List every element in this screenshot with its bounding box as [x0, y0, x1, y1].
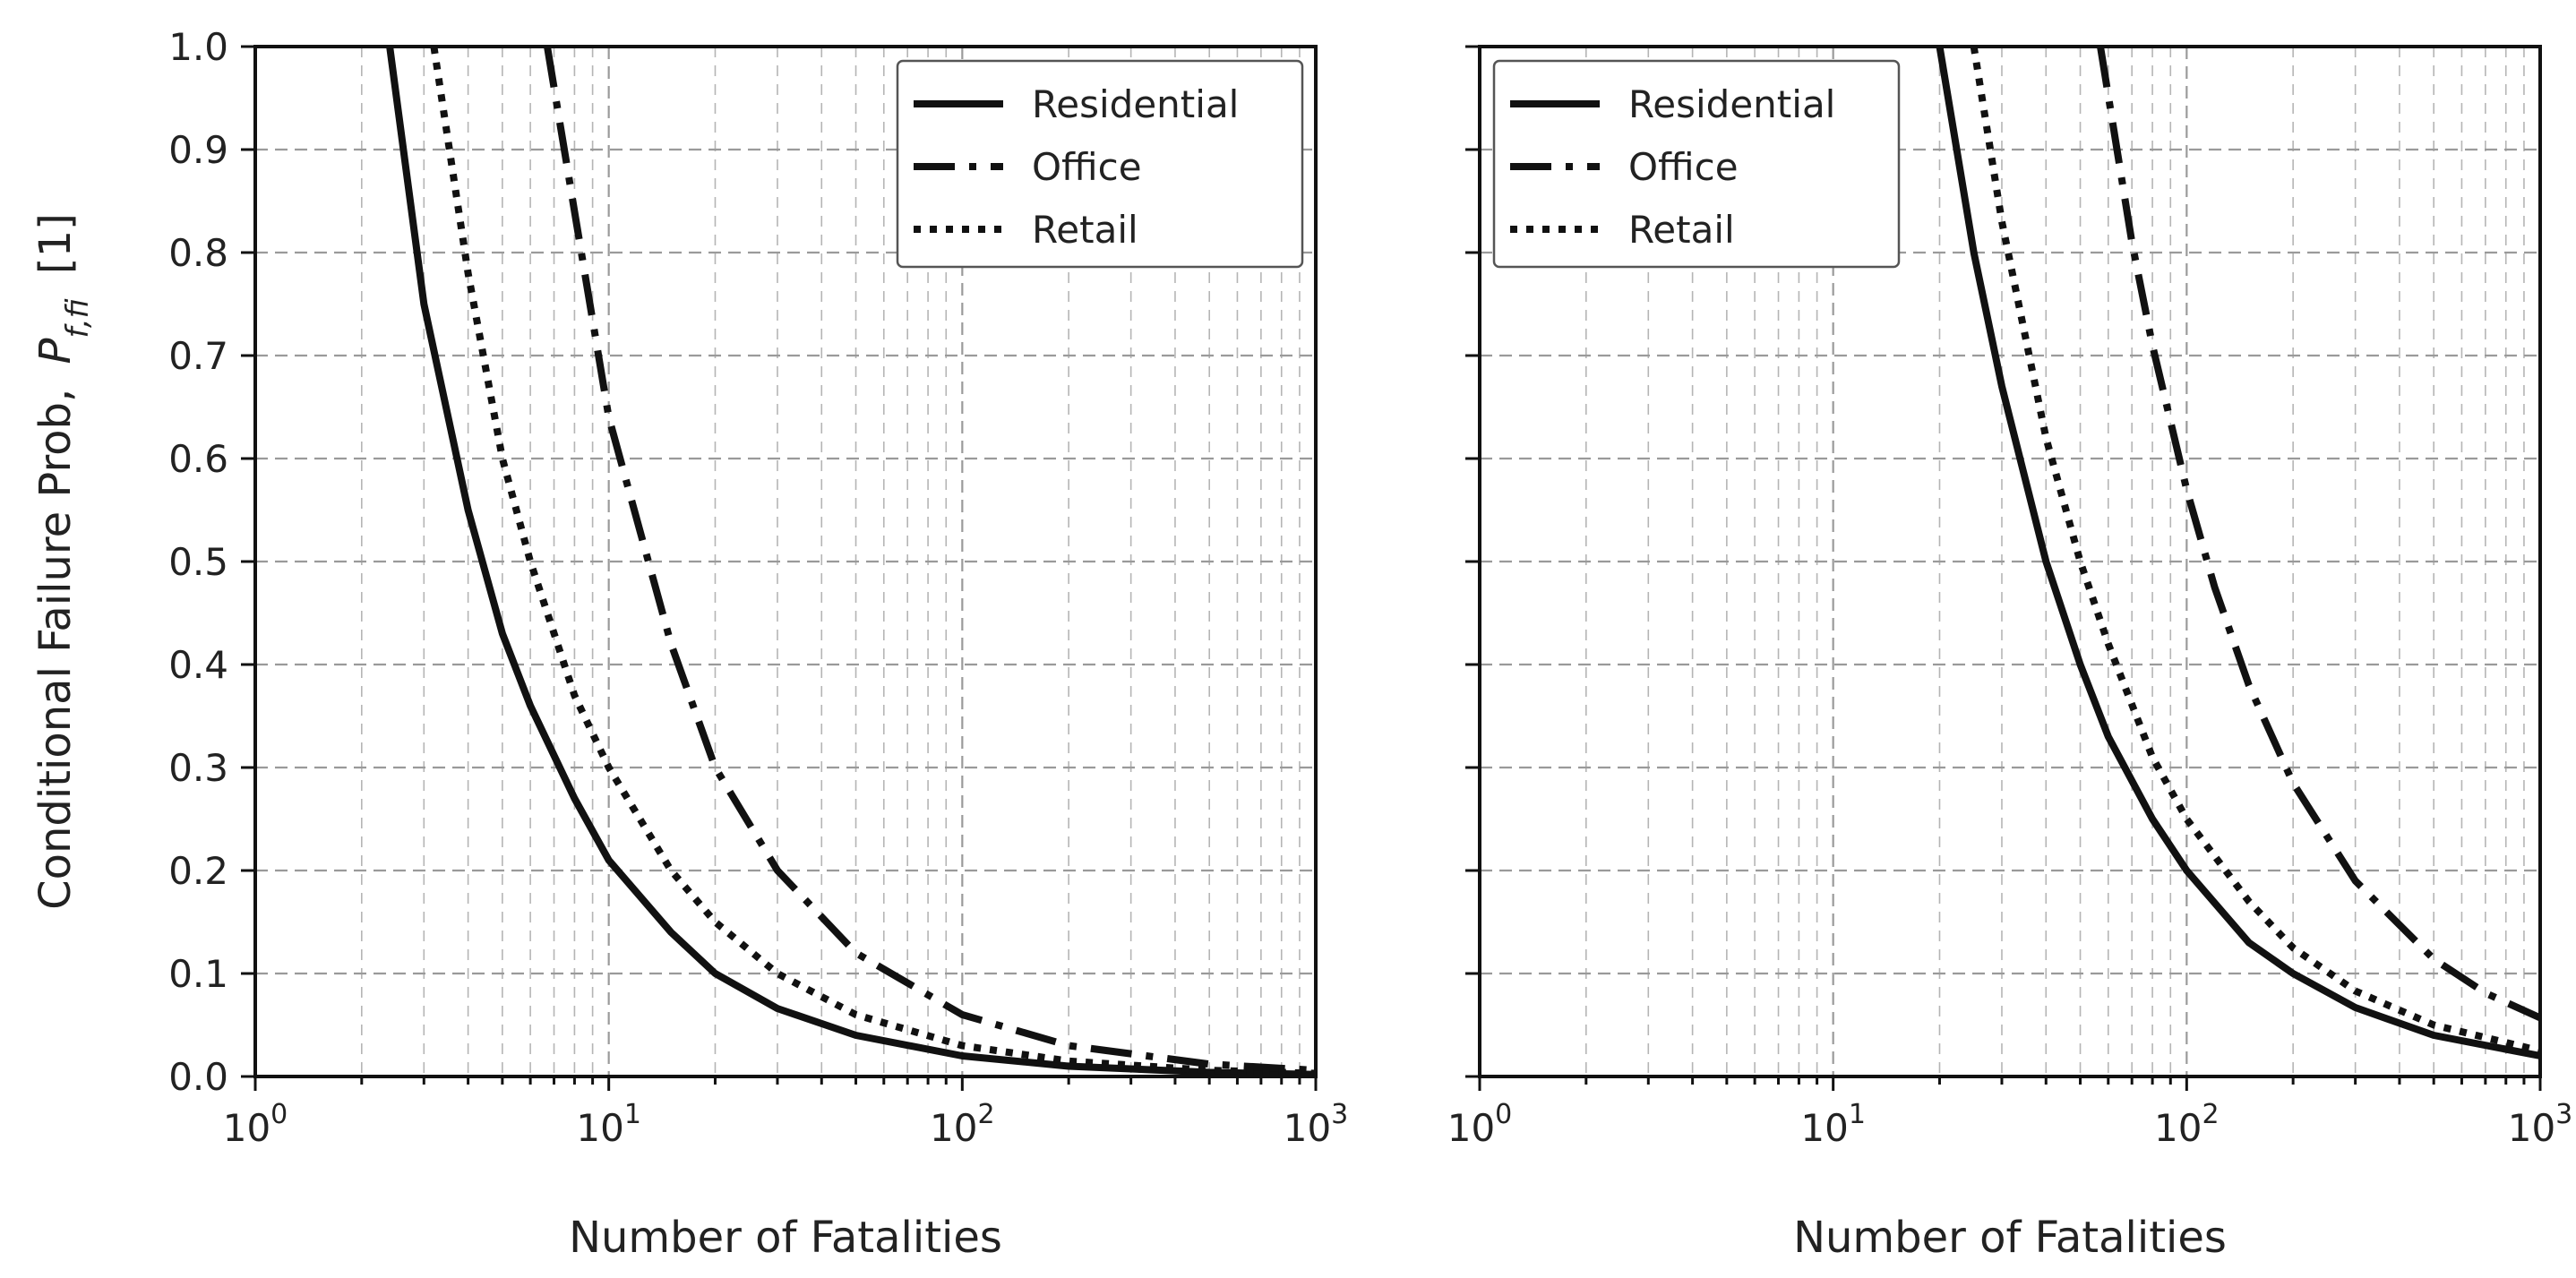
y-axis-label-symbol: P [30, 338, 81, 364]
legend-label-retail: Retail [1032, 208, 1138, 252]
y-tick-label: 0.1 [168, 952, 228, 996]
legend-label-office: Office [1032, 145, 1142, 189]
x-tick-label: 101 [576, 1099, 641, 1150]
x-tick-label: 100 [223, 1099, 288, 1150]
y-axis-label-subscript: f,fi [60, 298, 96, 338]
x-axis-label: Number of Fatalities [569, 1213, 1002, 1263]
x-tick-base: 10 [1800, 1106, 1848, 1150]
legend-box [896, 59, 1304, 269]
x-tick-base: 10 [2154, 1106, 2202, 1150]
x-tick-base: 10 [930, 1106, 977, 1150]
x-tick-exponent: 2 [978, 1099, 995, 1130]
x-tick-base: 10 [1284, 1106, 1331, 1150]
legend-box [1492, 59, 1901, 269]
series-group [1936, 47, 2540, 1059]
y-axis-label-text: Conditional Failure Prob, [30, 389, 81, 910]
y-tick-label: 0.3 [168, 746, 228, 790]
x-tick-label: 102 [930, 1099, 995, 1150]
plot-frame [1478, 45, 2542, 1078]
series-line-retail [430, 47, 1316, 1076]
x-tick-exponent: 2 [2202, 1099, 2220, 1130]
series-line-residential [386, 47, 1316, 1076]
y-axis-label-unit: [1] [30, 213, 81, 274]
series-line-office [2097, 47, 2540, 1022]
x-tick-base: 10 [576, 1106, 623, 1150]
legend-label-residential: Residential [1032, 82, 1239, 126]
legend-label-office: Office [1628, 145, 1739, 189]
legend-label-residential: Residential [1628, 82, 1835, 126]
x-tick-exponent: 3 [1331, 1099, 1348, 1130]
x-tick-exponent: 1 [624, 1099, 641, 1130]
x-tick-exponent: 0 [270, 1099, 288, 1130]
legend: Residential Office Retail [1492, 59, 1901, 269]
series-group [386, 47, 1316, 1076]
y-tick-label: 0.7 [168, 334, 228, 378]
x-tick-label: 103 [2508, 1099, 2573, 1150]
x-tick-label: 101 [1800, 1099, 1866, 1150]
x-tick-exponent: 0 [1495, 1099, 1512, 1130]
legend-label-retail: Retail [1628, 208, 1735, 252]
y-tick-label: 0.5 [168, 540, 228, 584]
series-line-retail [1970, 47, 2540, 1055]
x-tick-label: 100 [1447, 1099, 1513, 1150]
y-tick-label: 0.2 [168, 849, 228, 893]
y-tick-label: 0.9 [168, 128, 228, 172]
series-line-office [544, 47, 1316, 1075]
x-tick-base: 10 [2508, 1106, 2555, 1150]
y-tick-label: 0.0 [168, 1055, 228, 1099]
x-tick-label: 102 [2154, 1099, 2220, 1150]
series-line-residential [1936, 47, 2540, 1059]
y-tick-label: 1.0 [168, 25, 228, 69]
x-tick-base: 10 [223, 1106, 270, 1150]
y-tick-label: 0.4 [168, 643, 228, 687]
left-chart: 100 101 102 1030.00.10.20.30.40.50.60.70.80… [168, 25, 1348, 1263]
plot-frame [253, 45, 1318, 1078]
legend: Residential Office Retail [896, 59, 1304, 269]
y-tick-label: 0.6 [168, 437, 228, 481]
x-tick-exponent: 1 [1849, 1099, 1866, 1130]
x-tick-exponent: 3 [2555, 1099, 2572, 1130]
x-axis-label: Number of Fatalities [1793, 1213, 2227, 1263]
y-tick-label: 0.8 [168, 231, 228, 275]
x-tick-base: 10 [1447, 1106, 1495, 1150]
y-axis-label: Conditional Failure Prob, Pf,fi [1] [30, 213, 96, 910]
x-tick-label: 103 [1284, 1099, 1349, 1150]
